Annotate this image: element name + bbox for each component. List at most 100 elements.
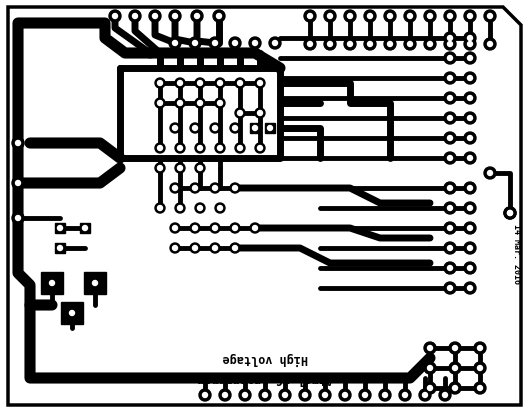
Circle shape <box>464 113 476 125</box>
Circle shape <box>155 79 165 89</box>
Circle shape <box>272 41 278 46</box>
Circle shape <box>448 246 452 251</box>
Circle shape <box>209 38 221 50</box>
Circle shape <box>229 38 241 50</box>
Circle shape <box>464 223 476 235</box>
Circle shape <box>444 202 456 214</box>
Circle shape <box>252 41 258 46</box>
Circle shape <box>215 204 225 214</box>
Circle shape <box>427 14 433 19</box>
Circle shape <box>258 146 262 151</box>
Circle shape <box>468 14 472 19</box>
Circle shape <box>327 43 333 47</box>
Circle shape <box>444 33 456 45</box>
Circle shape <box>158 206 162 211</box>
Circle shape <box>213 126 217 131</box>
Circle shape <box>444 11 456 23</box>
Circle shape <box>304 39 316 51</box>
Circle shape <box>233 226 238 231</box>
Circle shape <box>478 366 482 370</box>
Circle shape <box>424 382 436 394</box>
Circle shape <box>242 392 248 398</box>
Circle shape <box>269 38 281 50</box>
Circle shape <box>190 223 200 233</box>
Circle shape <box>255 79 265 89</box>
Bar <box>41 272 63 294</box>
Circle shape <box>407 14 413 19</box>
Text: High voltage: High voltage <box>222 351 308 365</box>
Circle shape <box>199 389 211 401</box>
Circle shape <box>424 362 436 374</box>
Circle shape <box>468 286 472 291</box>
Circle shape <box>217 146 223 151</box>
Circle shape <box>427 386 433 391</box>
Circle shape <box>344 39 356 51</box>
Circle shape <box>158 101 162 106</box>
Circle shape <box>468 266 472 271</box>
Circle shape <box>388 43 393 47</box>
Circle shape <box>404 11 416 23</box>
Circle shape <box>468 116 472 121</box>
Circle shape <box>195 144 205 154</box>
Circle shape <box>282 392 287 398</box>
Circle shape <box>216 14 222 19</box>
Circle shape <box>442 392 448 398</box>
Circle shape <box>368 14 372 19</box>
Circle shape <box>213 246 217 251</box>
Circle shape <box>427 366 433 370</box>
Circle shape <box>464 262 476 274</box>
Circle shape <box>464 183 476 195</box>
Circle shape <box>504 207 516 219</box>
Circle shape <box>219 389 231 401</box>
Circle shape <box>468 206 472 211</box>
Circle shape <box>368 43 372 47</box>
Circle shape <box>252 126 258 131</box>
Circle shape <box>464 242 476 254</box>
Circle shape <box>364 39 376 51</box>
Circle shape <box>448 136 452 141</box>
Circle shape <box>468 136 472 141</box>
Circle shape <box>215 144 225 154</box>
Circle shape <box>384 39 396 51</box>
Circle shape <box>424 39 436 51</box>
Circle shape <box>468 96 472 101</box>
Circle shape <box>344 11 356 23</box>
Circle shape <box>113 14 117 19</box>
Circle shape <box>193 246 197 251</box>
Circle shape <box>448 286 452 291</box>
Circle shape <box>488 43 492 47</box>
Bar <box>265 124 275 134</box>
Circle shape <box>507 211 513 216</box>
Circle shape <box>83 226 87 231</box>
Circle shape <box>249 38 261 50</box>
Circle shape <box>468 226 472 231</box>
Circle shape <box>155 99 165 109</box>
Circle shape <box>464 93 476 105</box>
Circle shape <box>238 111 242 116</box>
Circle shape <box>15 181 21 186</box>
Circle shape <box>170 183 180 194</box>
Circle shape <box>452 346 458 351</box>
Circle shape <box>230 183 240 194</box>
Circle shape <box>215 99 225 109</box>
Circle shape <box>448 266 452 271</box>
Circle shape <box>424 342 436 354</box>
Circle shape <box>279 389 291 401</box>
Circle shape <box>448 36 452 41</box>
Circle shape <box>468 36 472 41</box>
Circle shape <box>190 183 200 194</box>
Circle shape <box>474 342 486 354</box>
Circle shape <box>419 389 431 401</box>
Circle shape <box>439 389 451 401</box>
Circle shape <box>169 11 181 23</box>
Bar <box>250 124 260 134</box>
Circle shape <box>239 389 251 401</box>
Circle shape <box>464 33 476 45</box>
Circle shape <box>259 389 271 401</box>
Circle shape <box>444 242 456 254</box>
Circle shape <box>215 79 225 89</box>
Circle shape <box>170 223 180 233</box>
Circle shape <box>448 186 452 191</box>
Circle shape <box>299 389 311 401</box>
Circle shape <box>388 14 393 19</box>
